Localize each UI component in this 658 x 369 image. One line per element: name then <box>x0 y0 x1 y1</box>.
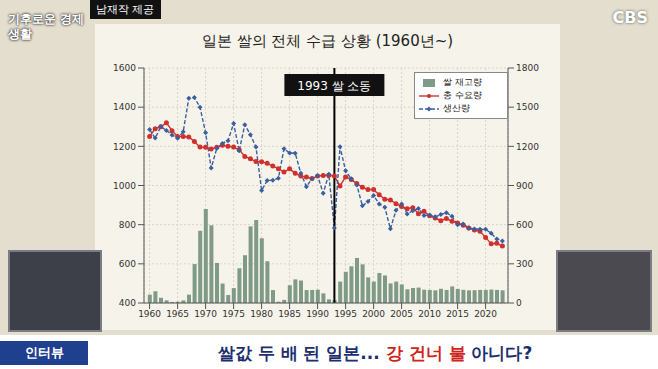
svg-text:1500: 1500 <box>516 102 539 112</box>
svg-text:300: 300 <box>516 259 533 269</box>
html-text:생산량: 생산량 <box>443 103 470 113</box>
html-text:남재작 제공: 남재작 제공 <box>96 3 155 16</box>
svg-text:2000: 2000 <box>362 309 385 319</box>
svg-text:2015: 2015 <box>446 309 469 319</box>
svg-text:2005: 2005 <box>390 309 413 319</box>
svg-text:1960: 1960 <box>138 309 161 319</box>
svg-text:1965: 1965 <box>166 309 189 319</box>
svg-text:1990: 1990 <box>306 309 329 319</box>
svg-text:1200: 1200 <box>113 142 136 152</box>
svg-text:1985: 1985 <box>278 309 301 319</box>
svg-text:1975: 1975 <box>222 309 245 319</box>
svg-text:600: 600 <box>516 220 533 230</box>
html-text:총 수요량: 총 수요량 <box>443 90 482 100</box>
svg-text:0: 0 <box>516 298 522 308</box>
svg-text:2020: 2020 <box>474 309 497 319</box>
html-text:인터뷰: 인터뷰 <box>24 345 64 360</box>
svg-text:1970: 1970 <box>194 309 217 319</box>
svg-text:1995: 1995 <box>334 309 357 319</box>
svg-text:1980: 1980 <box>250 309 273 319</box>
html-text:쌀 재고량: 쌀 재고량 <box>443 77 482 87</box>
svg-text:1000: 1000 <box>113 181 136 191</box>
svg-text:600: 600 <box>119 259 136 269</box>
html-text:쌀값 두 배 된 일본...강 건너 불아니다?: 쌀값 두 배 된 일본...강 건너 불아니다? <box>217 343 533 363</box>
svg-text:2010: 2010 <box>418 309 441 319</box>
svg-text:1800: 1800 <box>516 63 539 73</box>
svg-text:900: 900 <box>516 181 533 191</box>
svg-text:1993 쌀 소동: 1993 쌀 소동 <box>297 79 371 93</box>
svg-text:1200: 1200 <box>516 142 539 152</box>
html-text:일본 쌀의 전체 수급 상황 (1960년~): 일본 쌀의 전체 수급 상황 (1960년~) <box>201 32 454 50</box>
svg-text:400: 400 <box>119 298 136 308</box>
svg-text:1600: 1600 <box>113 63 136 73</box>
html-text:기후로운 경제생활: 기후로운 경제생활 <box>8 12 85 41</box>
svg-text:1400: 1400 <box>113 102 136 112</box>
html-text:CBS: CBS <box>612 8 648 27</box>
svg-text:800: 800 <box>119 220 136 230</box>
